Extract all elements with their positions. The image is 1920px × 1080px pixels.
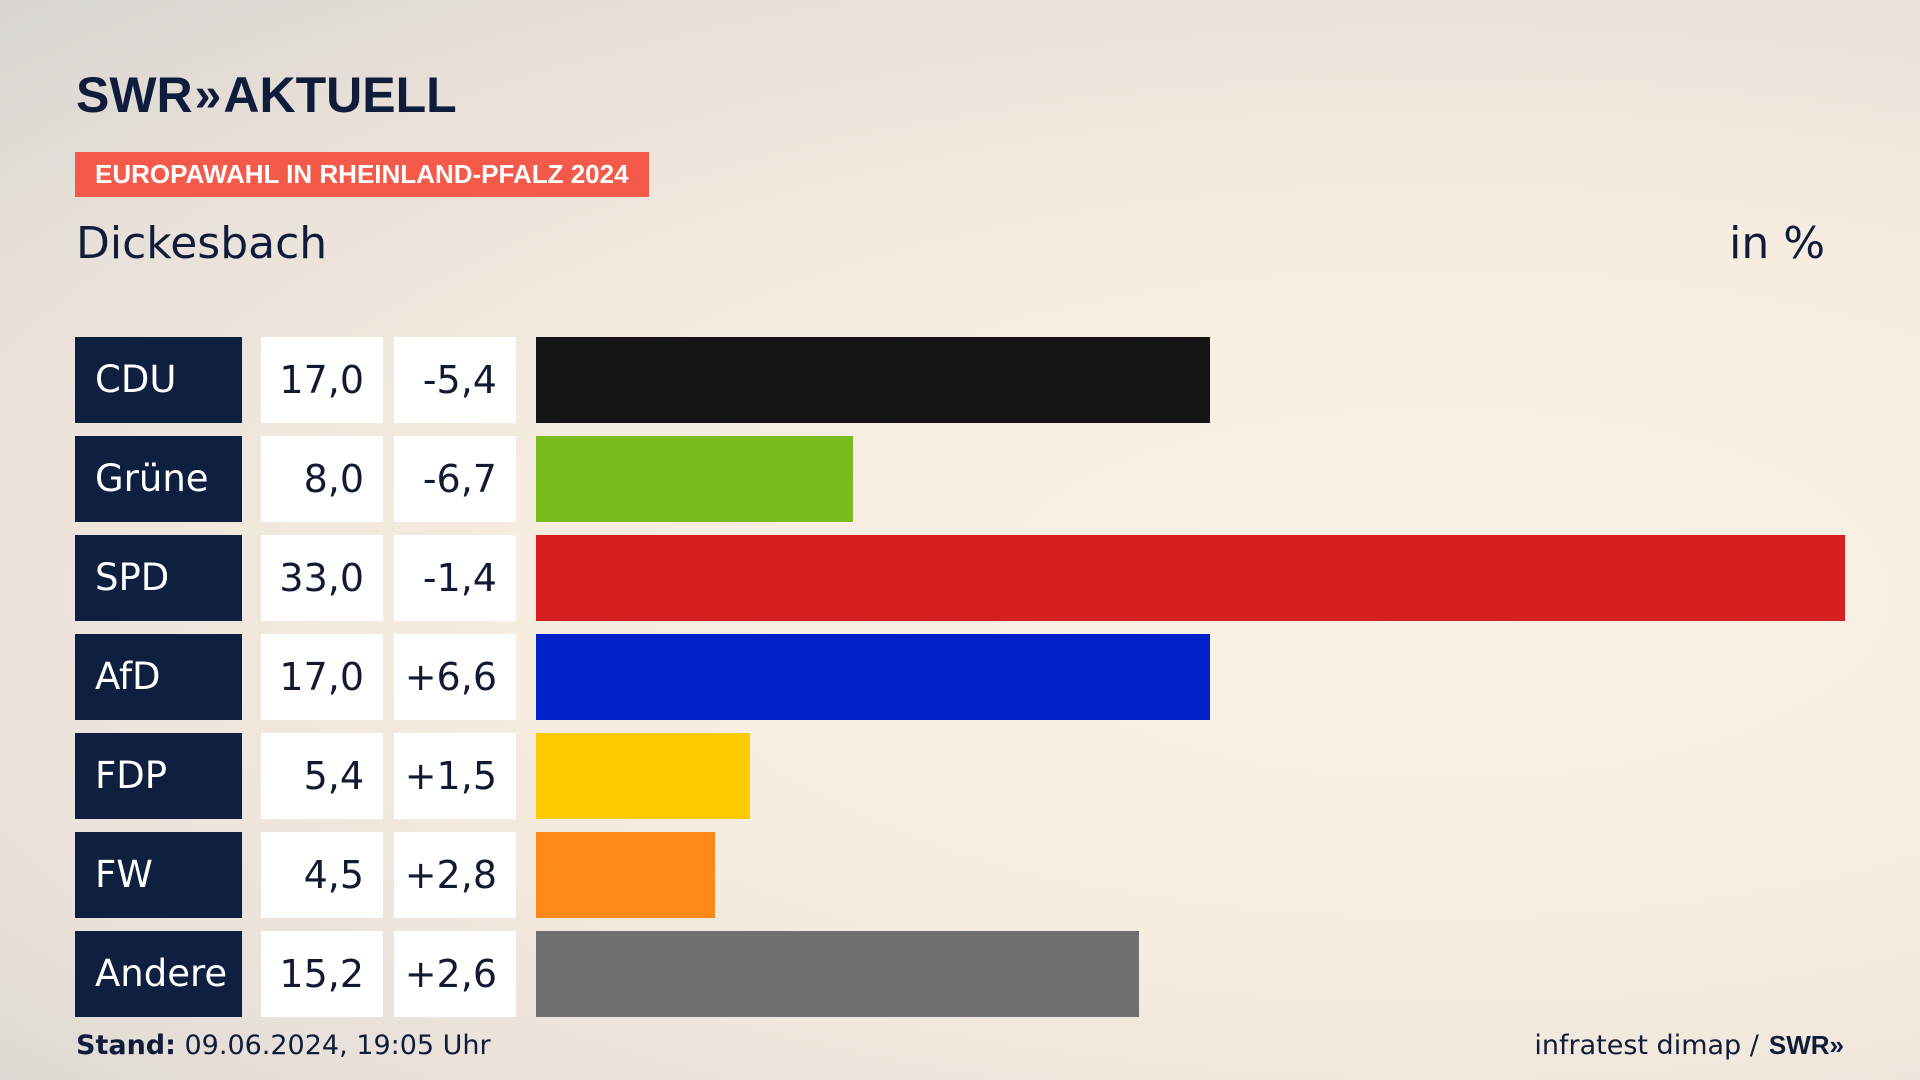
result-value: 8,0	[261, 436, 383, 522]
change-value: +2,6	[394, 931, 516, 1017]
swr-mini-logo: SWR»	[1768, 1030, 1844, 1060]
change-value: +6,6	[394, 634, 516, 720]
party-row: FW 4,5 +2,8	[75, 832, 1845, 918]
timestamp: Stand: 09.06.2024, 19:05 Uhr	[76, 1030, 491, 1061]
party-label: FW	[75, 832, 242, 918]
result-value: 5,4	[261, 733, 383, 819]
source-text: infratest dimap /	[1534, 1030, 1759, 1061]
party-label: Andere	[75, 931, 242, 1017]
result-value: 33,0	[261, 535, 383, 621]
source-credit: infratest dimap / SWR»	[1534, 1030, 1844, 1061]
swr-aktuell-logo: SWR » AKTUELL	[76, 66, 457, 124]
party-label: CDU	[75, 337, 242, 423]
change-value: -6,7	[394, 436, 516, 522]
stand-label: Stand:	[76, 1030, 176, 1061]
party-row: SPD 33,0 -1,4	[75, 535, 1845, 621]
party-row: FDP 5,4 +1,5	[75, 733, 1845, 819]
result-value: 4,5	[261, 832, 383, 918]
result-bar	[536, 634, 1210, 720]
logo-aktuell-text: AKTUELL	[223, 67, 457, 123]
party-label: SPD	[75, 535, 242, 621]
result-bar	[536, 733, 750, 819]
change-value: +1,5	[394, 733, 516, 819]
party-row: Andere 15,2 +2,6	[75, 931, 1845, 1017]
change-value: -5,4	[394, 337, 516, 423]
result-value: 17,0	[261, 337, 383, 423]
result-value: 15,2	[261, 931, 383, 1017]
party-label: AfD	[75, 634, 242, 720]
party-row: AfD 17,0 +6,6	[75, 634, 1845, 720]
chart-title: Dickesbach	[76, 218, 328, 269]
result-bar	[536, 535, 1845, 621]
party-label: FDP	[75, 733, 242, 819]
change-value: -1,4	[394, 535, 516, 621]
unit-label: in %	[1729, 218, 1825, 269]
party-label: Grüne	[75, 436, 242, 522]
result-bar	[536, 436, 853, 522]
stand-value: 09.06.2024, 19:05 Uhr	[175, 1030, 491, 1061]
result-bar	[536, 931, 1139, 1017]
result-bar	[536, 337, 1210, 423]
party-row: CDU 17,0 -5,4	[75, 337, 1845, 423]
election-tag: EUROPAWAHL IN RHEINLAND-PFALZ 2024	[75, 152, 649, 197]
party-row: Grüne 8,0 -6,7	[75, 436, 1845, 522]
result-value: 17,0	[261, 634, 383, 720]
change-value: +2,8	[394, 832, 516, 918]
result-bar	[536, 832, 715, 918]
logo-swr-text: SWR	[76, 67, 193, 123]
logo-chevron-icon: »	[194, 68, 222, 122]
